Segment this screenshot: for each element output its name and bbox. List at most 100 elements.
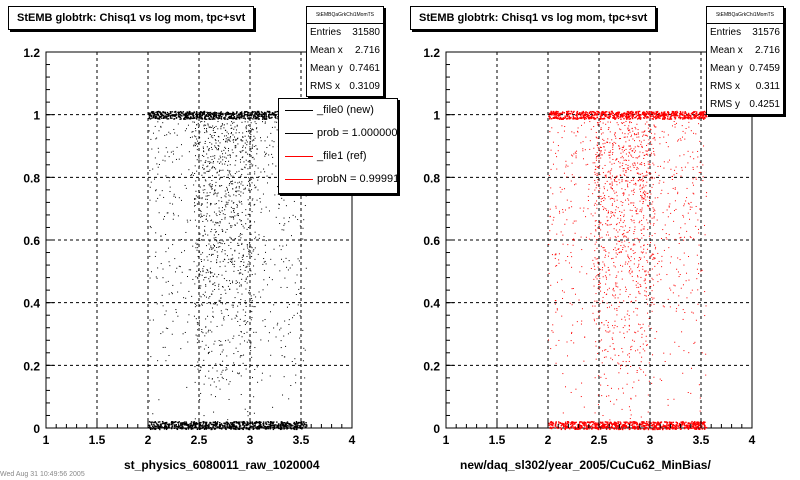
scatter-point — [549, 423, 552, 425]
scatter-point — [619, 128, 621, 130]
scatter-point — [163, 114, 165, 117]
scatter-point — [550, 348, 552, 350]
scatter-point — [232, 139, 234, 141]
scatter-point — [219, 344, 221, 346]
scatter-point — [209, 204, 211, 206]
scatter-point — [183, 250, 185, 252]
scatter-point — [195, 145, 197, 147]
scatter-point — [220, 242, 222, 244]
scatter-point — [245, 126, 247, 128]
scatter-point — [168, 354, 170, 356]
scatter-point — [194, 142, 196, 144]
scatter-point — [628, 118, 630, 120]
scatter-point — [245, 288, 247, 290]
scatter-point — [197, 277, 199, 279]
scatter-point — [149, 319, 151, 321]
scatter-point — [638, 114, 641, 116]
stats-name: StEMBQaGrkChi1MomTS — [307, 7, 383, 24]
scatter-point — [229, 154, 231, 156]
scatter-point — [680, 425, 683, 427]
scatter-point — [676, 308, 678, 310]
scatter-point — [225, 206, 227, 208]
scatter-point — [152, 132, 154, 134]
scatter-point — [657, 115, 659, 117]
scatter-point — [616, 308, 618, 310]
scatter-point — [285, 205, 287, 207]
scatter-point — [231, 225, 233, 227]
scatter-point — [245, 368, 247, 370]
scatter-point — [244, 300, 246, 302]
scatter-point — [635, 150, 637, 152]
scatter-point — [247, 276, 249, 278]
scatter-point — [216, 304, 218, 306]
legend-swatch — [285, 179, 313, 180]
scatter-point — [637, 330, 639, 332]
scatter-point — [165, 425, 168, 427]
scatter-point — [260, 137, 262, 139]
scatter-point — [701, 117, 703, 119]
scatter-point — [235, 132, 237, 134]
scatter-point — [158, 163, 160, 165]
scatter-point — [215, 142, 217, 144]
scatter-point — [241, 113, 243, 115]
scatter-point — [256, 428, 258, 430]
scatter-point — [699, 427, 702, 429]
scatter-point — [243, 115, 245, 118]
scatter-point — [236, 186, 238, 188]
scatter-point — [236, 190, 238, 192]
scatter-point — [212, 137, 214, 139]
scatter-point — [172, 421, 174, 423]
scatter-point — [271, 116, 273, 119]
scatter-point — [250, 127, 252, 129]
scatter-point — [175, 425, 178, 428]
scatter-point — [159, 112, 162, 114]
scatter-point — [250, 114, 252, 117]
scatter-point — [216, 426, 218, 428]
scatter-point — [194, 135, 196, 137]
scatter-point — [221, 312, 223, 314]
scatter-point — [294, 216, 296, 218]
scatter-point — [148, 424, 151, 427]
scatter-point — [160, 125, 162, 127]
scatter-point — [268, 114, 270, 117]
scatter-point — [238, 427, 241, 429]
scatter-point — [598, 224, 600, 226]
scatter-point — [628, 261, 630, 263]
scatter-point — [231, 422, 234, 424]
scatter-point — [225, 152, 227, 154]
scatter-point — [248, 179, 250, 181]
scatter-point — [614, 421, 616, 424]
scatter-point — [259, 201, 261, 203]
scatter-point — [206, 112, 209, 115]
scatter-point — [266, 182, 268, 184]
scatter-point — [267, 427, 270, 430]
scatter-point — [601, 427, 604, 429]
scatter-point — [219, 364, 221, 366]
legend-entry: _file0 (new) — [279, 101, 397, 121]
scatter-point — [634, 350, 636, 352]
scatter-point — [607, 210, 609, 212]
scatter-point — [206, 131, 208, 133]
scatter-point — [627, 254, 629, 256]
scatter-point — [249, 132, 251, 134]
stats-row: Mean x 2.716 — [310, 45, 380, 56]
scatter-point — [233, 194, 235, 196]
scatter-point — [180, 199, 182, 201]
scatter-point — [637, 213, 639, 215]
scatter-point — [206, 166, 208, 168]
scatter-point — [216, 172, 218, 174]
scatter-point — [200, 121, 202, 123]
scatter-point — [171, 333, 173, 335]
scatter-point — [243, 161, 245, 163]
scatter-point — [585, 423, 587, 425]
scatter-point — [225, 426, 227, 428]
scatter-point — [203, 125, 205, 127]
scatter-point — [300, 422, 303, 424]
scatter-point — [227, 174, 229, 176]
scatter-point — [169, 116, 172, 118]
scatter-point — [155, 251, 157, 253]
scatter-point — [216, 276, 218, 278]
scatter-point — [588, 238, 590, 240]
scatter-point — [211, 378, 213, 380]
scatter-point — [599, 310, 601, 312]
